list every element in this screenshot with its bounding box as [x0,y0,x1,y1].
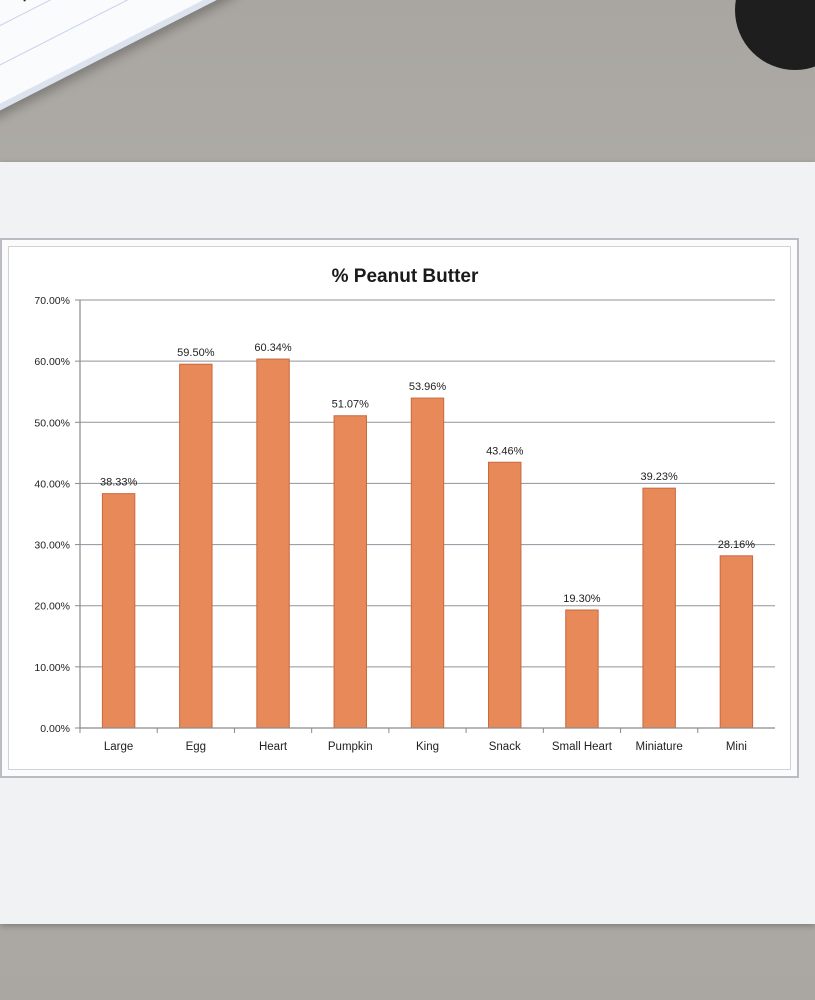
bar [410,397,445,729]
data-label: 53.96% [409,381,447,393]
bar [642,487,676,729]
y-tick-label: 10.00% [34,662,70,674]
data-label: 19.30% [563,593,601,605]
bar [488,461,522,729]
data-label: 38.33% [100,477,138,489]
x-tick-label: Heart [259,741,288,753]
data-label: 28.16% [718,539,756,551]
y-tick-label: 20.00% [34,601,70,613]
data-label: 59.50% [177,347,215,359]
data-label: 39.23% [641,471,679,483]
x-tick-label: Pumpkin [328,741,373,753]
y-tick-label: 0.00% [40,723,70,735]
x-tick-label: Small Heart [552,741,613,753]
y-tick-label: 60.00% [34,356,70,368]
bar [256,358,290,729]
data-label: 51.07% [332,399,370,411]
data-label: 60.34% [254,342,292,354]
y-tick-label: 50.00% [34,417,70,429]
y-tick-label: 70.00% [34,295,70,307]
bar [101,493,136,729]
data-label: 43.46% [486,445,524,457]
bar [333,415,367,729]
y-tick-label: 40.00% [34,478,70,490]
x-tick-label: Miniature [636,741,683,753]
x-tick-label: Large [104,741,133,753]
bar [179,363,213,729]
x-tick-label: Mini [726,741,747,753]
y-tick-label: 30.00% [34,540,70,552]
bar [565,609,599,729]
bar [719,555,754,729]
x-tick-label: Egg [186,741,206,753]
x-tick-label: King [416,741,439,753]
x-tick-label: Snack [489,741,521,753]
chart-title: % Peanut Butter [332,266,479,287]
